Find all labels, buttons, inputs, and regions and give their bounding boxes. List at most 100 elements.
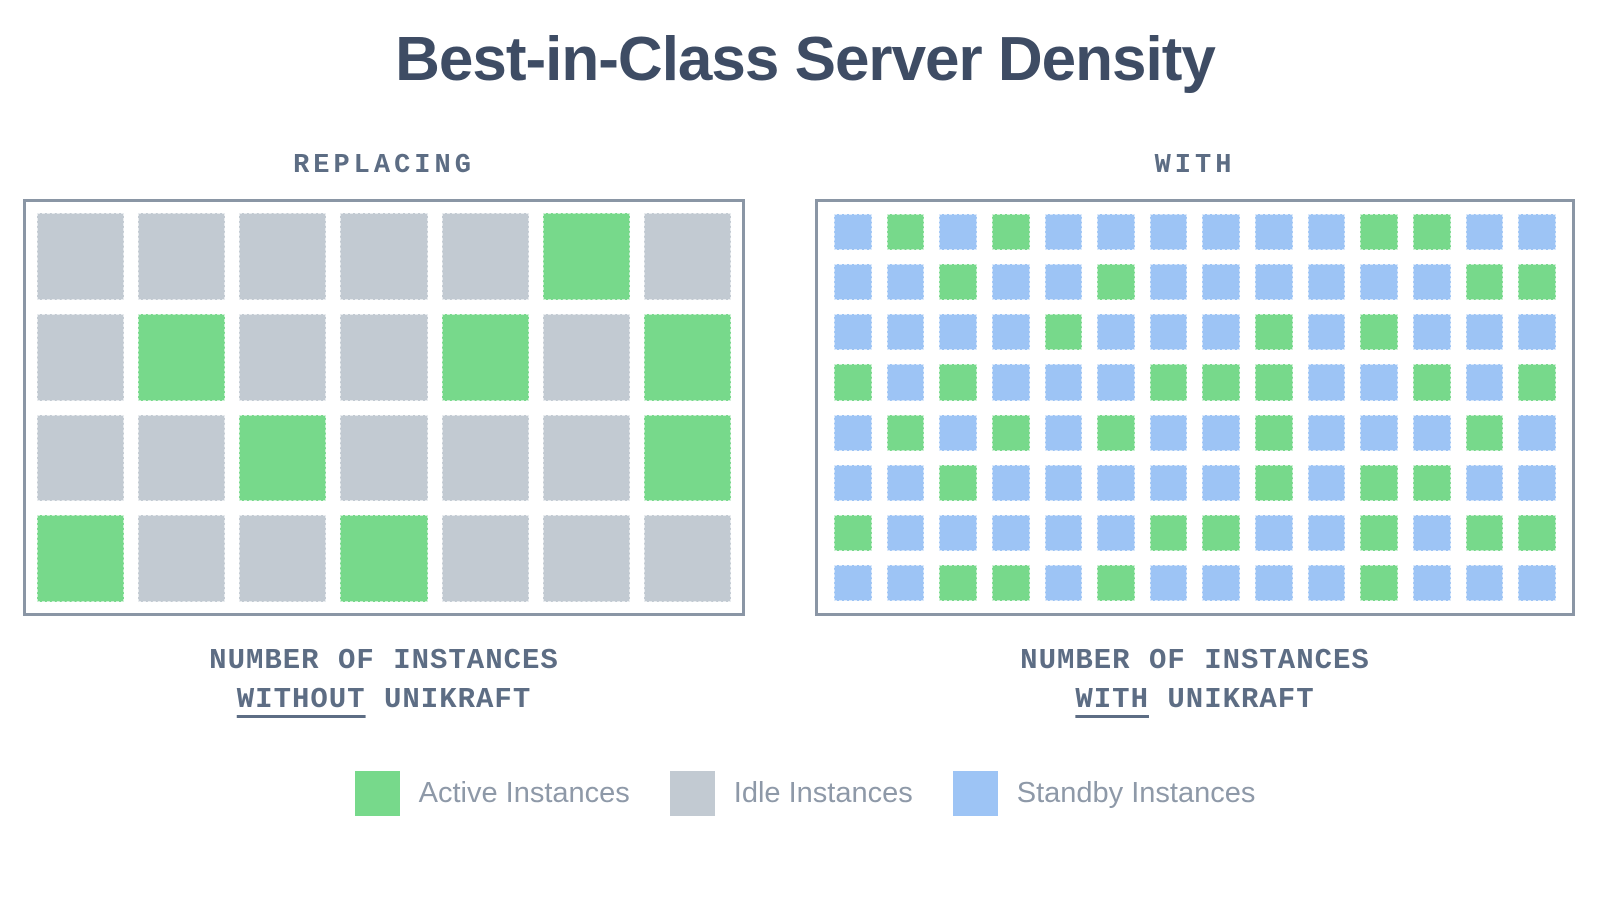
standby-instance-cell — [1465, 214, 1504, 251]
caption-without: NUMBER OF INSTANCES WITHOUT UNIKRAFT — [23, 641, 745, 719]
active-instance-cell — [1360, 214, 1399, 251]
idle-instance-cell — [239, 313, 327, 401]
caption-with-line1: NUMBER OF INSTANCES — [1020, 644, 1370, 677]
standby-instance-cell — [1465, 564, 1504, 601]
standby-instance-cell — [1202, 464, 1241, 501]
idle-instances-swatch — [669, 771, 715, 816]
standby-instance-cell — [1044, 214, 1083, 251]
standby-instance-cell — [1202, 564, 1241, 601]
standby-instance-cell — [886, 314, 925, 351]
standby-instance-cell — [1465, 464, 1504, 501]
idle-instance-cell — [340, 414, 428, 502]
active-instance-cell — [1465, 414, 1504, 451]
caption-without-line1: NUMBER OF INSTANCES — [209, 644, 559, 677]
standby-instance-cell — [1149, 414, 1188, 451]
standby-instances-swatch — [952, 771, 998, 816]
standby-instance-cell — [1255, 264, 1293, 301]
standby-instance-cell — [1307, 464, 1346, 501]
standby-instance-cell — [1307, 214, 1346, 251]
active-instance-cell — [1465, 264, 1504, 301]
active-instance-cell — [643, 414, 731, 502]
active-instance-cell — [37, 515, 125, 602]
idle-instance-cell — [542, 313, 630, 401]
active-instance-cell — [1518, 264, 1556, 301]
idle-instance-cell — [37, 414, 125, 502]
active-instance-cell — [991, 564, 1030, 601]
panel-heading-with: WITH — [1154, 151, 1236, 181]
active-instance-cell — [939, 264, 977, 301]
standby-instance-cell — [1097, 314, 1135, 351]
standby-instance-cell — [939, 514, 977, 551]
standby-instance-cell — [1044, 414, 1083, 451]
active-instance-cell — [1149, 364, 1188, 401]
active-instance-cell — [1518, 364, 1556, 401]
standby-instance-cell — [991, 514, 1030, 551]
standby-instance-cell — [991, 364, 1030, 401]
active-instance-cell — [886, 414, 925, 451]
active-instance-cell — [991, 414, 1030, 451]
standby-instance-cell — [1149, 464, 1188, 501]
legend-item-active: Active Instances — [354, 771, 630, 816]
active-instance-cell — [1360, 464, 1399, 501]
standby-instance-cell — [1097, 464, 1135, 501]
idle-instance-cell — [239, 515, 327, 602]
standby-instance-cell — [886, 264, 925, 301]
legend-label-idle: Idle Instances — [733, 777, 913, 809]
legend-item-standby: Standby Instances — [952, 771, 1256, 816]
standby-instance-cell — [886, 464, 925, 501]
standby-instance-cell — [1465, 364, 1504, 401]
standby-instance-cell — [939, 414, 977, 451]
server-density-infographic: Best-in-Class Server Density REPLACING N… — [0, 24, 1610, 816]
standby-instance-cell — [1044, 264, 1083, 301]
legend-label-standby: Standby Instances — [1016, 777, 1256, 809]
active-instance-cell — [834, 514, 872, 551]
caption-with-rest: UNIKRAFT — [1167, 683, 1315, 716]
active-instance-cell — [1413, 364, 1451, 401]
active-instance-cell — [1360, 514, 1399, 551]
caption-without-emphasis: WITHOUT — [236, 683, 366, 716]
active-instance-cell — [1255, 364, 1293, 401]
idle-instance-cell — [441, 515, 529, 602]
standby-instance-cell — [1149, 214, 1188, 251]
instance-grid-without — [37, 213, 731, 602]
standby-instance-cell — [1413, 264, 1451, 301]
standby-instance-cell — [834, 564, 872, 601]
idle-instance-cell — [138, 414, 226, 502]
standby-instance-cell — [1149, 314, 1188, 351]
standby-instance-cell — [1202, 264, 1241, 301]
standby-instance-cell — [991, 264, 1030, 301]
standby-instance-cell — [939, 214, 977, 251]
idle-instance-cell — [542, 414, 630, 502]
standby-instance-cell — [834, 264, 872, 301]
standby-instance-cell — [1097, 214, 1135, 251]
active-instance-cell — [1518, 514, 1556, 551]
idle-instance-cell — [441, 213, 529, 300]
standby-instance-cell — [1255, 214, 1293, 251]
standby-instance-cell — [1413, 414, 1451, 451]
standby-instance-cell — [1360, 264, 1399, 301]
standby-instance-cell — [1202, 214, 1241, 251]
active-instance-cell — [1255, 314, 1293, 351]
standby-instance-cell — [1202, 414, 1241, 451]
active-instance-cell — [1097, 414, 1135, 451]
active-instance-cell — [340, 515, 428, 602]
standby-instance-cell — [1255, 564, 1293, 601]
standby-instance-cell — [1413, 564, 1451, 601]
standby-instance-cell — [991, 314, 1030, 351]
standby-instance-cell — [1360, 414, 1399, 451]
instance-grid-with — [834, 214, 1556, 601]
panel-with-unikraft: WITH NUMBER OF INSTANCES WITH UNIKRAFT — [815, 151, 1575, 719]
active-instance-cell — [542, 213, 630, 300]
standby-instance-cell — [1518, 314, 1556, 351]
legend: Active Instances Idle Instances Standby … — [0, 771, 1610, 816]
standby-instance-cell — [1044, 564, 1083, 601]
active-instance-cell — [1255, 414, 1293, 451]
active-instance-cell — [1360, 564, 1399, 601]
idle-instance-cell — [643, 213, 731, 300]
idle-instance-cell — [239, 213, 327, 300]
caption-with: NUMBER OF INSTANCES WITH UNIKRAFT — [815, 641, 1575, 719]
active-instances-swatch — [354, 771, 400, 816]
standby-instance-cell — [1044, 514, 1083, 551]
standby-instance-cell — [1413, 314, 1451, 351]
standby-instance-cell — [939, 314, 977, 351]
